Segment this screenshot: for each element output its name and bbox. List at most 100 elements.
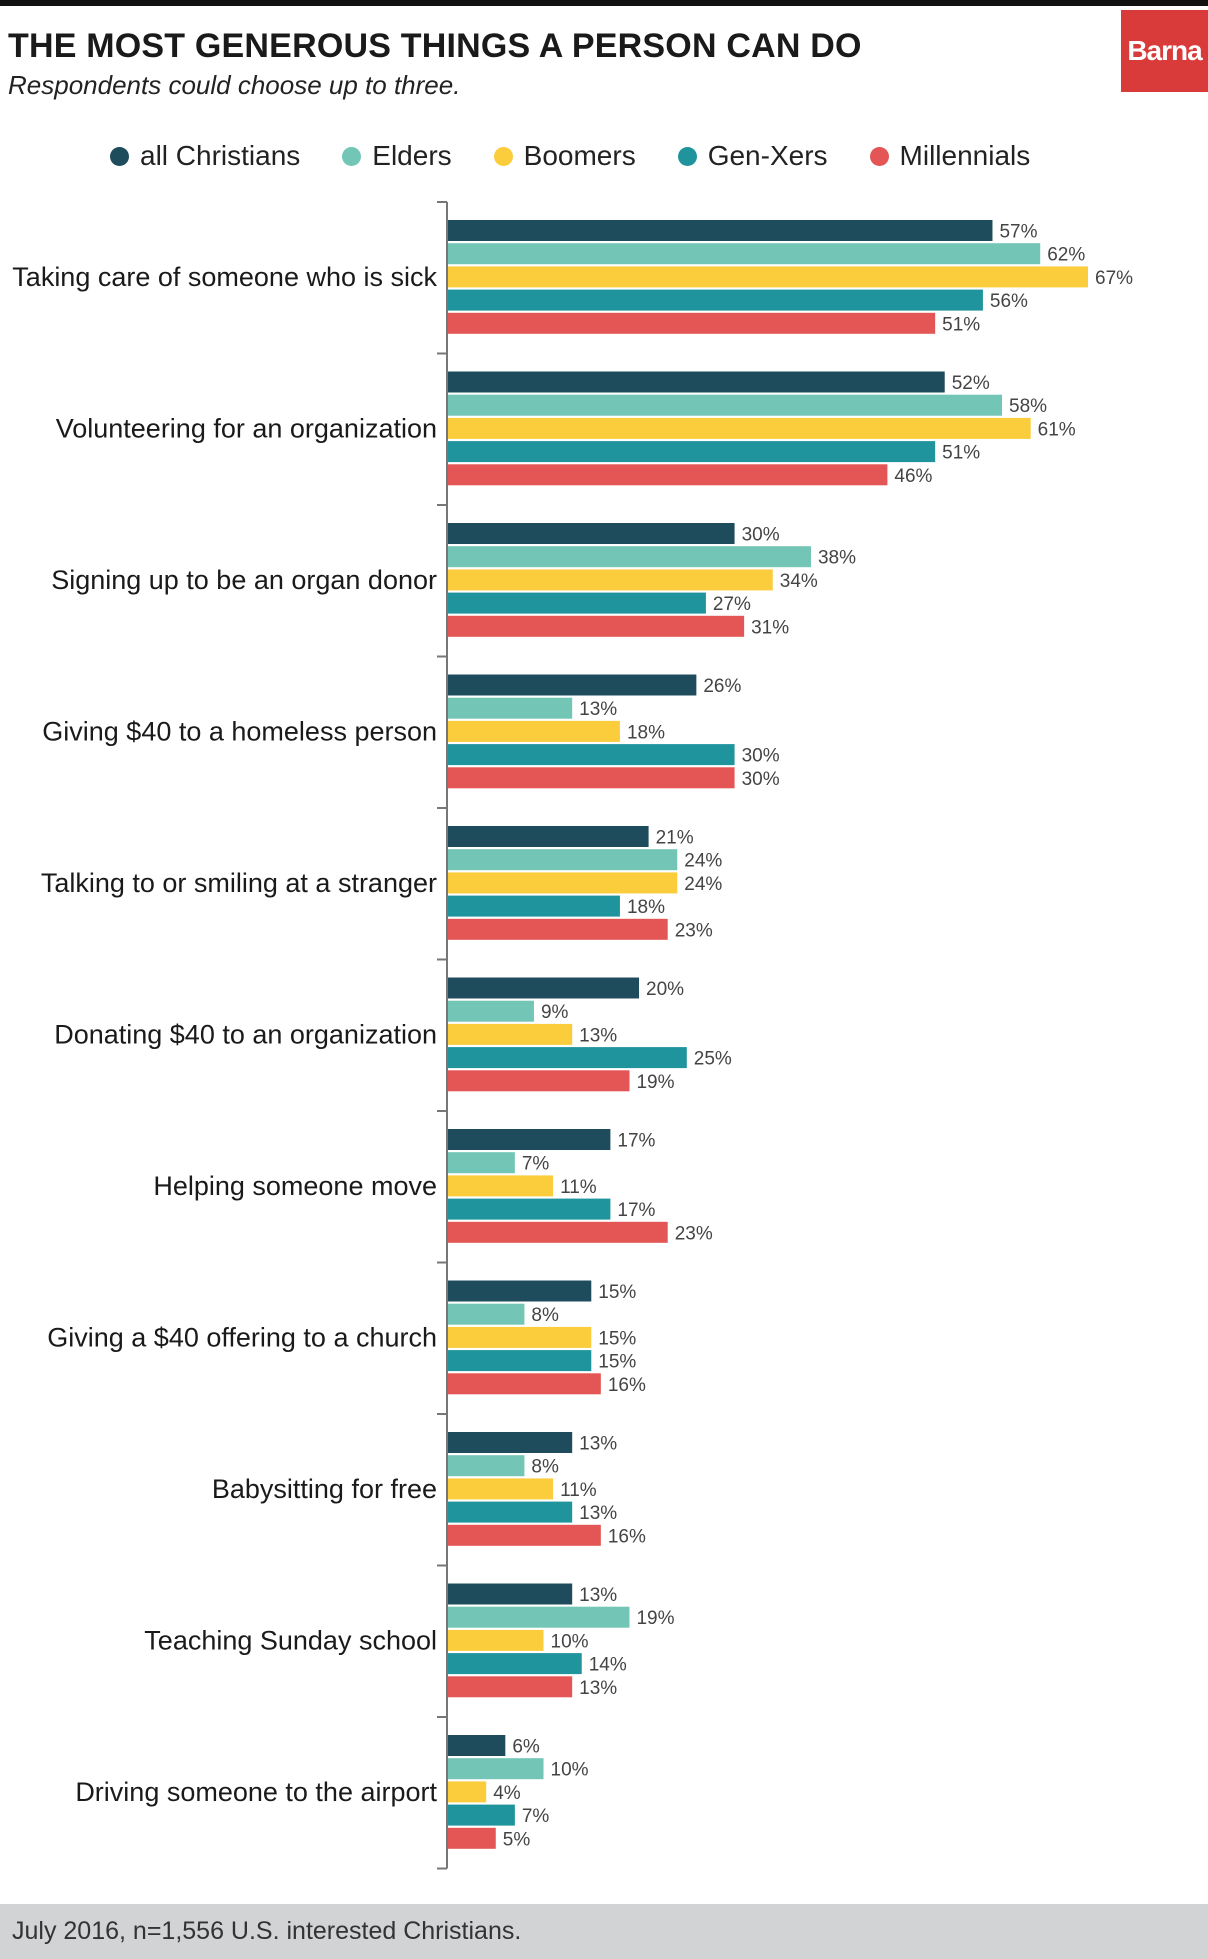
data-label: 13% <box>579 1503 617 1524</box>
data-label: 13% <box>579 1434 617 1455</box>
bar-group-giving-a-40-offering-to-a-church: Giving a $40 offering to a church 15% 8% 15… <box>47 1280 646 1396</box>
category-label: Helping someone move <box>153 1171 437 1201</box>
data-label: 7% <box>522 1806 550 1827</box>
logo-text: Barna <box>1127 35 1202 66</box>
data-label: 67% <box>1095 268 1133 289</box>
legend-swatch <box>869 146 889 166</box>
bar-all-christians <box>448 220 993 241</box>
bar-elders <box>448 1303 525 1325</box>
bar-group-signing-up-to-be-an-organ-donor: Signing up to be an organ donor 30% 38%34%… <box>51 523 856 638</box>
legend-label: all Christians <box>140 140 301 171</box>
bar-elders <box>448 1606 630 1628</box>
legend-label: Boomers <box>523 140 636 171</box>
legend-item-gen-xers: Gen-Xers <box>677 140 828 172</box>
data-label: 58% <box>1009 396 1047 417</box>
bar-gen-xers <box>448 441 936 463</box>
bar-all-christians <box>448 1583 573 1605</box>
legend-item-all-christians: all Christians <box>110 140 300 172</box>
data-label: 10% <box>551 1760 589 1781</box>
bar-millennials <box>448 1221 668 1243</box>
bar-millennials <box>448 1676 573 1698</box>
bar-millennials <box>448 312 936 334</box>
data-label: 24% <box>684 874 722 895</box>
data-label: 18% <box>627 897 665 918</box>
data-label: 5% <box>503 1829 531 1850</box>
data-label: 20% <box>646 979 684 1000</box>
bar-elders <box>448 394 1003 416</box>
bar-all-christians <box>448 1129 611 1150</box>
bar-elders <box>448 1455 525 1477</box>
data-label: 8% <box>531 1457 559 1478</box>
category-label: Signing up to be an organ donor <box>51 565 437 595</box>
data-label: 30% <box>742 746 780 767</box>
data-label: 9% <box>541 1002 569 1023</box>
data-label: 13% <box>579 1678 617 1699</box>
bar-elders <box>448 546 811 568</box>
data-label: 27% <box>713 594 751 615</box>
legend-label: Elders <box>372 140 452 171</box>
bar-millennials <box>448 918 668 940</box>
legend-item-boomers: Boomers <box>493 140 636 172</box>
category-label: Driving someone to the airport <box>75 1777 437 1807</box>
data-label: 8% <box>531 1305 559 1326</box>
category-label: Teaching Sunday school <box>144 1625 437 1655</box>
bar-boomers <box>448 1175 554 1197</box>
data-label: 13% <box>579 699 617 720</box>
category-label: Donating $40 to an organization <box>54 1019 437 1049</box>
bar-group-donating-40-to-an-organization: Donating $40 to an organization 20% 9% 13% 2… <box>54 977 732 1093</box>
bar-boomers <box>448 1781 487 1803</box>
top-rule <box>0 0 1208 6</box>
legend-label: Millennials <box>899 140 1031 171</box>
data-label: 16% <box>608 1526 646 1547</box>
bar-all-christians <box>448 1735 506 1756</box>
bar-group-taking-care-of-someone-who-is-sick: Taking care of someone who is sick 57% 62%… <box>12 220 1133 335</box>
chart-subtitle: Respondents could choose up to three. <box>8 70 461 100</box>
legend-label: Gen-Xers <box>707 140 828 171</box>
data-label: 38% <box>818 548 856 569</box>
data-label: 15% <box>598 1328 636 1349</box>
bar-elders <box>448 697 573 719</box>
data-label: 56% <box>990 291 1028 312</box>
bar-chart: Taking care of someone who is sick 57% 62%… <box>12 201 1133 1870</box>
data-label: 21% <box>656 828 694 849</box>
bar-gen-xers <box>448 1653 582 1675</box>
data-label: 34% <box>780 571 818 592</box>
bar-all-christians <box>448 826 649 847</box>
bar-gen-xers <box>448 1804 515 1826</box>
data-label: 11% <box>560 1177 597 1198</box>
legend-item-millennials: Millennials <box>869 140 1031 172</box>
bar-all-christians <box>448 674 697 696</box>
bar-group-driving-someone-to-the-airport: Driving someone to the airport 6% 10% 4%7%5… <box>75 1735 589 1850</box>
bar-all-christians <box>448 1432 573 1453</box>
bar-elders <box>448 849 678 871</box>
bar-all-christians <box>448 523 735 544</box>
data-label: 14% <box>589 1655 627 1676</box>
bar-elders <box>448 243 1041 265</box>
category-label: Giving $40 to a homeless person <box>42 716 437 746</box>
barna-logo: Barna <box>1121 10 1208 92</box>
data-label: 6% <box>512 1737 540 1758</box>
data-label: 30% <box>742 525 780 546</box>
bar-boomers <box>448 872 678 894</box>
bar-gen-xers <box>448 895 620 917</box>
bar-boomers <box>448 1023 573 1045</box>
data-label: 16% <box>608 1375 646 1396</box>
data-label: 61% <box>1038 419 1076 440</box>
data-label: 24% <box>684 851 722 872</box>
data-label: 7% <box>522 1154 550 1175</box>
category-label: Giving a $40 offering to a church <box>47 1322 437 1352</box>
data-label: 18% <box>627 722 665 743</box>
data-label: 11% <box>560 1480 597 1501</box>
legend-swatch <box>342 146 362 166</box>
bar-group-volunteering-for-an-organization: Volunteering for an organization 52% 58%61… <box>56 371 1076 487</box>
bar-group-giving-40-to-a-homeless-person: Giving $40 to a homeless person 26% 13% 18%… <box>42 674 780 790</box>
category-label: Taking care of someone who is sick <box>12 262 437 292</box>
bar-group-helping-someone-move: Helping someone move 17% 7% 11% 17% 23% <box>153 1129 713 1244</box>
bar-boomers <box>448 1326 592 1348</box>
bar-all-christians <box>448 977 640 999</box>
bar-millennials <box>448 1524 601 1546</box>
data-label: 62% <box>1047 245 1085 266</box>
bar-boomers <box>448 1629 544 1651</box>
data-label: 4% <box>493 1783 521 1804</box>
